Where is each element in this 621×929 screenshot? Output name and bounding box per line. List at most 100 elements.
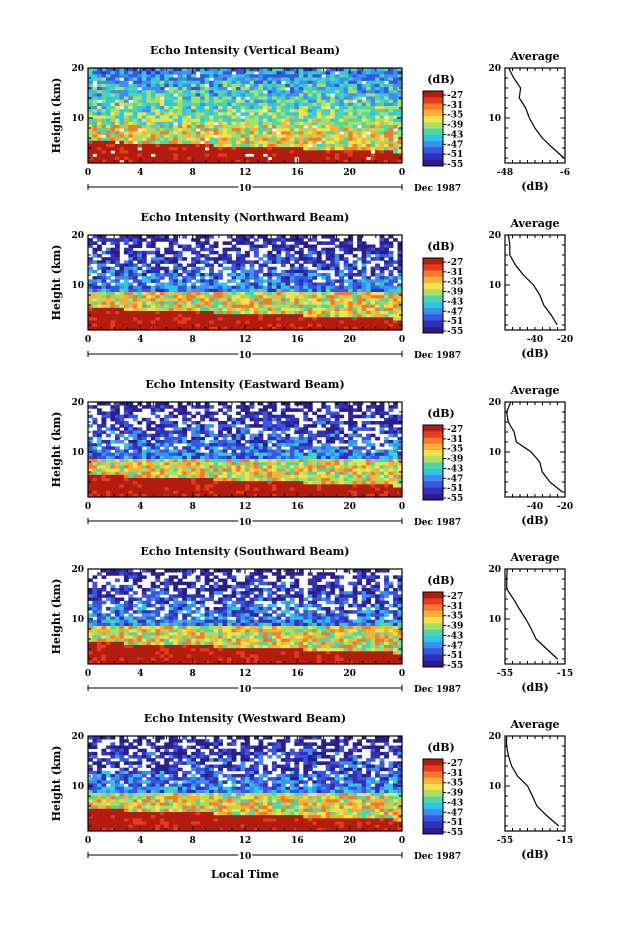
heatmap-cell [330, 440, 336, 444]
heatmap-cell [303, 134, 309, 139]
heatmap-cell [146, 298, 152, 302]
heatmap-cell [271, 247, 277, 252]
heatmap-cell [119, 314, 125, 318]
heatmap-cell [361, 288, 367, 293]
heatmap-cell [168, 241, 174, 245]
heatmap-cell [177, 408, 183, 412]
heatmap-cell [379, 307, 385, 312]
heatmap-cell [393, 455, 398, 460]
heatmap-cell [114, 83, 120, 88]
heatmap-cell [298, 440, 304, 444]
heatmap-cell [379, 244, 385, 249]
x-tick-label: 20 [343, 168, 356, 178]
heatmap-cell [213, 273, 219, 277]
heatmap-cell [276, 121, 282, 126]
heatmap-cell [271, 269, 277, 274]
heatmap-cell [321, 295, 327, 299]
heatmap-cell [253, 260, 259, 264]
heatmap-cell [285, 254, 291, 258]
heatmap-cell [280, 421, 286, 425]
heatmap-cell [312, 128, 318, 132]
heatmap-cell [182, 150, 188, 154]
heatmap-cell [384, 282, 389, 287]
heatmap-cell [231, 106, 237, 110]
heatmap-cell [101, 320, 107, 325]
heatmap-cell [240, 71, 246, 75]
heatmap-cell [128, 443, 134, 447]
heatmap-cell [114, 87, 120, 91]
heatmap-cell [361, 295, 367, 299]
heatmap-cell [267, 254, 273, 258]
heatmap-cell [352, 125, 358, 129]
heatmap-cell [361, 156, 367, 161]
heatmap-cell [128, 402, 134, 406]
heatmap-cell [370, 282, 376, 287]
heatmap-cell [379, 106, 385, 110]
heatmap-cell [96, 71, 102, 75]
heatmap-cell [352, 433, 358, 438]
heatmap-cell [276, 427, 282, 431]
heatmap-cell [397, 68, 403, 72]
heatmap-cell [361, 137, 367, 142]
heatmap-cell [267, 323, 273, 328]
heatmap-cell [267, 414, 273, 419]
heatmap-cell [168, 285, 174, 290]
heatmap-cell [366, 307, 371, 312]
heatmap-cell [177, 80, 183, 85]
heatmap-cell [249, 147, 255, 151]
heatmap-cell [388, 298, 394, 302]
heatmap-cell [150, 301, 156, 306]
heatmap-cell [177, 250, 183, 255]
heatmap-cell [325, 266, 331, 271]
heatmap-cell [294, 235, 300, 239]
heatmap-cell [146, 288, 152, 293]
heatmap-cell [128, 304, 134, 309]
heatmap-cell [141, 77, 147, 82]
heatmap-cell [321, 314, 327, 318]
heatmap-cell [294, 134, 300, 139]
heatmap-cell [96, 238, 102, 242]
heatmap-cell [379, 247, 385, 252]
heatmap-cell [249, 102, 255, 107]
heatmap-cell [361, 87, 367, 91]
heatmap-cell [289, 273, 295, 277]
heatmap-cell [204, 93, 210, 97]
heatmap-cell [357, 147, 363, 151]
heatmap-cell [191, 301, 197, 306]
heatmap-cell [119, 118, 125, 123]
heatmap-cell [146, 307, 152, 312]
heatmap-cell [330, 147, 336, 151]
heatmap-cell [267, 417, 273, 422]
heatmap-cell [384, 128, 389, 132]
heatmap-cell [88, 446, 93, 450]
heatmap-cell [218, 150, 223, 154]
heatmap-cell [285, 295, 291, 299]
heatmap-cell [267, 106, 273, 110]
heatmap-cell [240, 311, 246, 315]
heatmap-cell [96, 93, 102, 97]
heatmap-cell [245, 125, 250, 129]
heatmap-cell [294, 320, 300, 325]
heatmap-cell [267, 405, 273, 409]
heatmap-cell [110, 238, 116, 242]
heatmap-cell [388, 260, 394, 264]
heatmap-cell [321, 102, 327, 107]
heatmap-cell [276, 257, 282, 261]
heatmap-cell [92, 276, 98, 280]
heatmap-cell [397, 71, 403, 75]
heatmap-cell [352, 314, 358, 318]
heatmap-cell [101, 317, 107, 321]
heatmap-cell [312, 269, 318, 274]
heatmap-cell [361, 440, 367, 444]
heatmap-cell [213, 292, 219, 296]
heatmap-cell [168, 121, 174, 126]
heatmap-cell [388, 131, 394, 135]
heatmap-cell [168, 276, 174, 280]
heatmap-cell [173, 421, 179, 425]
heatmap-cell [325, 140, 331, 145]
heatmap-cell [227, 452, 232, 457]
heatmap-cell [164, 150, 170, 154]
heatmap-cell [209, 68, 214, 72]
heatmap-cell [231, 440, 237, 444]
heatmap-cell [168, 257, 174, 261]
